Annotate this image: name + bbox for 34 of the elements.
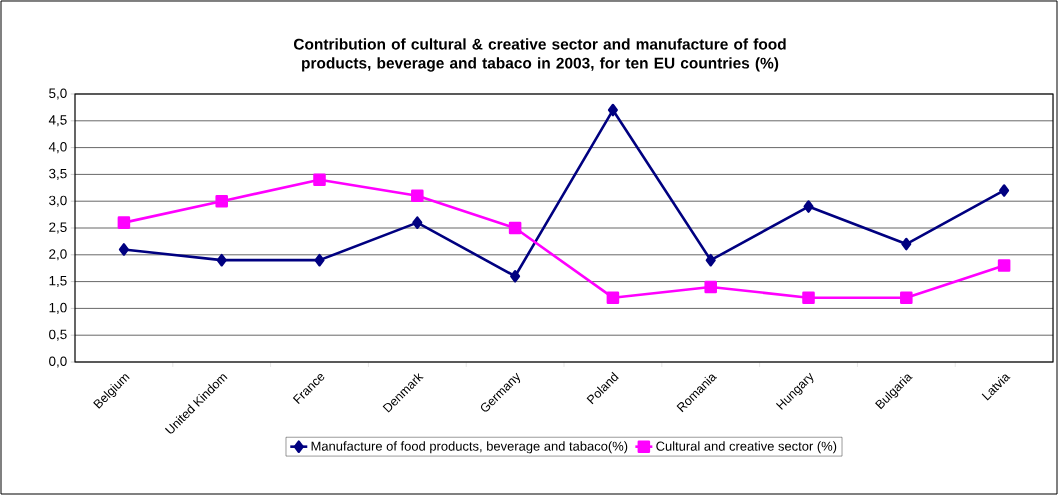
point <box>313 173 326 187</box>
y-tick-label: 2,5 <box>49 222 67 234</box>
y-tick-label: 5,0 <box>49 88 67 100</box>
y-tick-label: 3,0 <box>49 195 67 207</box>
y-tick-label: 4,0 <box>48 142 67 154</box>
point <box>508 221 522 235</box>
point <box>704 280 717 294</box>
point <box>314 253 325 267</box>
point <box>900 291 913 304</box>
point <box>117 216 131 229</box>
legend-label: Cultural and creative sector (%) <box>656 441 837 454</box>
point <box>606 291 620 304</box>
point <box>705 253 716 267</box>
point <box>901 237 912 251</box>
point <box>802 291 815 304</box>
point <box>607 103 618 117</box>
point <box>999 184 1010 197</box>
y-tick-label: 3,5 <box>49 168 67 180</box>
point <box>411 189 424 203</box>
point <box>803 200 814 213</box>
y-tick-label: 0,5 <box>49 329 67 341</box>
y-tick-label: 4,5 <box>48 115 67 127</box>
y-tick-label: 0,0 <box>49 356 67 368</box>
point <box>215 194 228 208</box>
legend-label: Manufacture of food products, beverage and tabaco(%) <box>311 441 628 454</box>
point <box>510 269 521 283</box>
point <box>997 259 1011 272</box>
y-tick-label: 2,0 <box>49 249 67 261</box>
point <box>216 253 227 267</box>
y-tick-label: 1,0 <box>49 302 67 314</box>
chart-title: Contribution of cultural & creative sector and manufacture of food products, beverage and tabaco in 2003, for ten EU countries (%) <box>293 38 786 72</box>
y-tick-label: 1,5 <box>49 276 67 288</box>
point <box>412 216 423 229</box>
point <box>118 243 129 256</box>
